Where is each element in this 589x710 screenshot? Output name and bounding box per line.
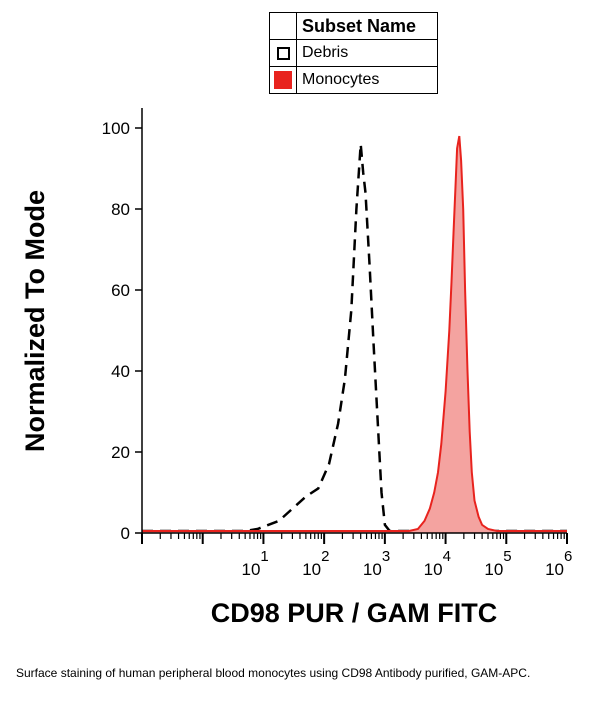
y-tick-label: 60 <box>111 281 130 300</box>
debris-swatch <box>276 46 290 60</box>
legend-item-debris: Debris <box>270 39 437 66</box>
x-tick-exponent: 4 <box>443 548 451 565</box>
legend-title: Subset Name <box>302 16 417 36</box>
x-axis-label: CD98 PUR / GAM FITC <box>211 598 498 628</box>
y-tick-label: 40 <box>111 362 130 381</box>
legend-header-row: Subset Name <box>270 13 437 39</box>
figure-caption: Surface staining of human peripheral blo… <box>16 666 531 680</box>
x-tick-exponent: 2 <box>321 548 329 565</box>
x-tick-exponent: 3 <box>382 548 390 565</box>
legend: Subset Name Debris Monocytes <box>269 12 438 94</box>
y-tick-label: 20 <box>111 443 130 462</box>
x-tick-label: 10 <box>424 560 443 579</box>
legend-label-monocytes: Monocytes <box>302 71 380 88</box>
legend-label-debris: Debris <box>302 44 349 61</box>
monocytes-swatch <box>274 71 292 89</box>
x-tick-exponent: 6 <box>564 548 572 565</box>
series-debris-line <box>142 144 567 533</box>
x-tick-label: 10 <box>363 560 382 579</box>
y-tick-label: 100 <box>102 119 130 138</box>
x-tick-exponent: 5 <box>503 548 511 565</box>
series-monocytes-line <box>142 135 567 532</box>
x-tick-label: 10 <box>242 560 261 579</box>
x-tick-label: 10 <box>545 560 564 579</box>
y-tick-label: 80 <box>111 200 130 219</box>
y-axis-label: Normalized To Mode <box>20 190 50 452</box>
legend-item-monocytes: Monocytes <box>270 66 437 93</box>
x-tick-label: 10 <box>484 560 503 579</box>
x-tick-label: 10 <box>302 560 321 579</box>
x-tick-exponent: 1 <box>260 548 268 565</box>
y-tick-label: 0 <box>121 524 130 543</box>
series-monocytes-area <box>142 136 567 533</box>
